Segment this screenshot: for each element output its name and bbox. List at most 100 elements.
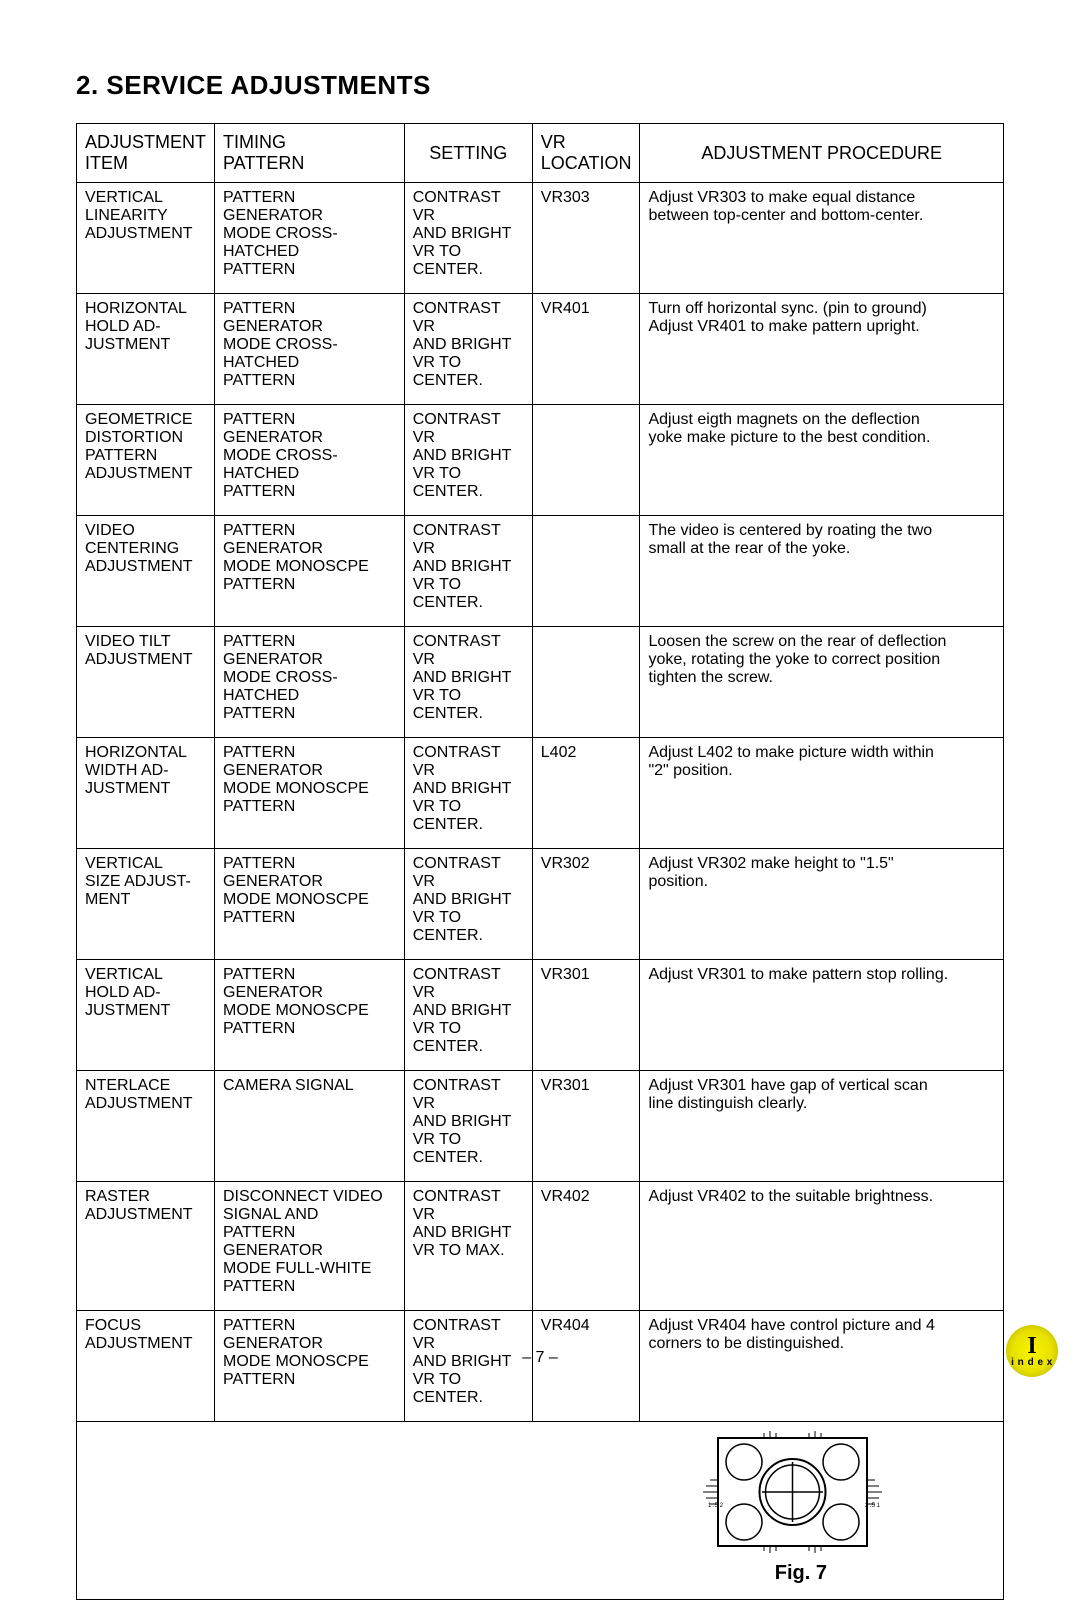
cell-proc: Adjust VR301 to make pattern stop rollin… bbox=[640, 960, 1004, 1071]
cell-line: AND BRIGHT bbox=[413, 669, 524, 687]
cell-line: JUSTMENT bbox=[85, 780, 206, 798]
cell-line: PATTERN bbox=[223, 576, 396, 594]
cell-line: JUSTMENT bbox=[85, 336, 206, 354]
cell-line: CONTRAST VR bbox=[413, 1188, 524, 1224]
cell-vr: VR301 bbox=[532, 1071, 640, 1182]
cell-line: PATTERN GENERATOR bbox=[223, 522, 396, 558]
cell-line: Loosen the screw on the rear of deflecti… bbox=[648, 633, 995, 651]
table-row: VERTICALLINEARITYADJUSTMENTPATTERN GENER… bbox=[77, 183, 1004, 294]
cell-vr: VR401 bbox=[532, 294, 640, 405]
cell-line: AND BRIGHT bbox=[413, 1224, 524, 1242]
cell-line: AND BRIGHT bbox=[413, 1113, 524, 1131]
cell-line: Adjust VR401 to make pattern upright. bbox=[648, 318, 995, 336]
cell-timing: PATTERN GENERATORMODE MONOSCPEPATTERN bbox=[215, 516, 405, 627]
cell-line: VR402 bbox=[541, 1188, 632, 1206]
index-badge[interactable]: I i n d e x bbox=[1006, 1325, 1058, 1377]
cell-line: VR404 bbox=[541, 1317, 632, 1335]
figure-wrap: 1 .5 2 2 .5 1 Fig. 7 bbox=[85, 1428, 995, 1585]
cell-vr bbox=[532, 405, 640, 516]
cell-line: AND BRIGHT bbox=[413, 225, 524, 243]
cell-line: PATTERN GENERATOR bbox=[223, 1317, 396, 1353]
cell-line: Adjust VR402 to the suitable brightness. bbox=[648, 1188, 995, 1206]
cell-vr: L402 bbox=[532, 738, 640, 849]
cell-line: LINEARITY bbox=[85, 207, 206, 225]
cell-line: L402 bbox=[541, 744, 632, 762]
cell-line: HOLD AD- bbox=[85, 984, 206, 1002]
cell-vr: VR303 bbox=[532, 183, 640, 294]
cell-line: AND BRIGHT bbox=[413, 1002, 524, 1020]
cell-vr bbox=[532, 516, 640, 627]
cell-setting: CONTRAST VRAND BRIGHTVR TO MAX. bbox=[404, 1182, 532, 1311]
page-number: – 7 – bbox=[0, 1349, 1080, 1367]
cell-line: MODE CROSS-HATCHED bbox=[223, 225, 396, 261]
cell-vr: VR402 bbox=[532, 1182, 640, 1311]
cell-line: PATTERN bbox=[223, 372, 396, 390]
cell-item: VERTICALSIZE ADJUST-MENT bbox=[77, 849, 215, 960]
cell-line: yoke, rotating the yoke to correct posit… bbox=[648, 651, 995, 669]
cell-line: MODE MONOSCPE bbox=[223, 891, 396, 909]
cell-line: CONTRAST VR bbox=[413, 411, 524, 447]
cell-line: Turn off horizontal sync. (pin to ground… bbox=[648, 300, 995, 318]
svg-text:2 .5 1: 2 .5 1 bbox=[865, 1503, 881, 1509]
cell-line: SIGNAL AND bbox=[223, 1206, 396, 1224]
cell-setting: CONTRAST VRAND BRIGHTVR TO CENTER. bbox=[404, 627, 532, 738]
table-row: VIDEO TILTADJUSTMENTPATTERN GENERATORMOD… bbox=[77, 627, 1004, 738]
section-title: 2. SERVICE ADJUSTMENTS bbox=[76, 70, 1004, 101]
cell-line: CONTRAST VR bbox=[413, 744, 524, 780]
cell-line: VIDEO TILT bbox=[85, 633, 206, 651]
cell-line: CAMERA SIGNAL bbox=[223, 1077, 396, 1095]
cell-line: MODE MONOSCPE bbox=[223, 780, 396, 798]
cell-line: VERTICAL bbox=[85, 189, 206, 207]
cell-line: "2" position. bbox=[648, 762, 995, 780]
cell-line: yoke make picture to the best condition. bbox=[648, 429, 995, 447]
cell-line: Adjust VR303 to make equal distance bbox=[648, 189, 995, 207]
cell-line: MODE CROSS-HATCHED bbox=[223, 669, 396, 705]
cell-line: VERTICAL bbox=[85, 966, 206, 984]
table-row: HORIZONTALHOLD AD-JUSTMENTPATTERN GENERA… bbox=[77, 294, 1004, 405]
cell-line: VR303 bbox=[541, 189, 632, 207]
cell-line: HOLD AD- bbox=[85, 318, 206, 336]
cell-item: HORIZONTALWIDTH AD-JUSTMENT bbox=[77, 738, 215, 849]
table-body: VERTICALLINEARITYADJUSTMENTPATTERN GENER… bbox=[77, 183, 1004, 1422]
cell-line: Adjust VR404 have control picture and 4 bbox=[648, 1317, 995, 1335]
cell-line: CONTRAST VR bbox=[413, 855, 524, 891]
cell-timing: PATTERN GENERATORMODE CROSS-HATCHEDPATTE… bbox=[215, 183, 405, 294]
cell-setting: CONTRAST VRAND BRIGHTVR TO CENTER. bbox=[404, 849, 532, 960]
cell-item: VERTICALLINEARITYADJUSTMENT bbox=[77, 183, 215, 294]
cell-line: PATTERN bbox=[223, 1371, 396, 1389]
cell-proc: Adjust VR302 make height to "1.5"positio… bbox=[640, 849, 1004, 960]
cell-line: VR401 bbox=[541, 300, 632, 318]
cell-line: PATTERN GENERATOR bbox=[223, 633, 396, 669]
header-line: LOCATION bbox=[541, 153, 632, 174]
figure-caption: Fig. 7 bbox=[775, 1562, 885, 1585]
cell-item: NTERLACEADJUSTMENT bbox=[77, 1071, 215, 1182]
cell-line: CONTRAST VR bbox=[413, 1317, 524, 1353]
cell-line: CENTERING bbox=[85, 540, 206, 558]
header-line: ITEM bbox=[85, 153, 206, 174]
cell-line: AND BRIGHT bbox=[413, 336, 524, 354]
cell-line: WIDTH AD- bbox=[85, 762, 206, 780]
cell-timing: DISCONNECT VIDEOSIGNAL ANDPATTERN GENERA… bbox=[215, 1182, 405, 1311]
cell-line: PATTERN GENERATOR bbox=[223, 189, 396, 225]
header-timing: TIMINGPATTERN bbox=[215, 124, 405, 183]
cell-vr: VR301 bbox=[532, 960, 640, 1071]
cell-line: ADJUSTMENT bbox=[85, 651, 206, 669]
cell-line: PATTERN GENERATOR bbox=[223, 744, 396, 780]
monoscope-diagram: 1 .5 2 2 .5 1 bbox=[700, 1428, 885, 1556]
cell-item: VIDEO TILTADJUSTMENT bbox=[77, 627, 215, 738]
cell-line: SIZE ADJUST- bbox=[85, 873, 206, 891]
cell-timing: PATTERN GENERATORMODE MONOSCPEPATTERN bbox=[215, 849, 405, 960]
cell-setting: CONTRAST VRAND BRIGHTVR TO CENTER. bbox=[404, 183, 532, 294]
cell-setting: CONTRAST VRAND BRIGHTVR TO CENTER. bbox=[404, 738, 532, 849]
cell-line: PATTERN bbox=[223, 1278, 396, 1296]
cell-line: The video is centered by roating the two bbox=[648, 522, 995, 540]
cell-timing: PATTERN GENERATORMODE CROSS-HATCHEDPATTE… bbox=[215, 294, 405, 405]
cell-line: PATTERN bbox=[223, 261, 396, 279]
cell-line: PATTERN bbox=[223, 909, 396, 927]
cell-line: line distinguish clearly. bbox=[648, 1095, 995, 1113]
cell-line: VR TO CENTER. bbox=[413, 798, 524, 834]
cell-line: ADJUSTMENT bbox=[85, 1206, 206, 1224]
cell-line: Adjust VR301 have gap of vertical scan bbox=[648, 1077, 995, 1095]
cell-line: VIDEO bbox=[85, 522, 206, 540]
cell-line: Adjust VR301 to make pattern stop rollin… bbox=[648, 966, 995, 984]
